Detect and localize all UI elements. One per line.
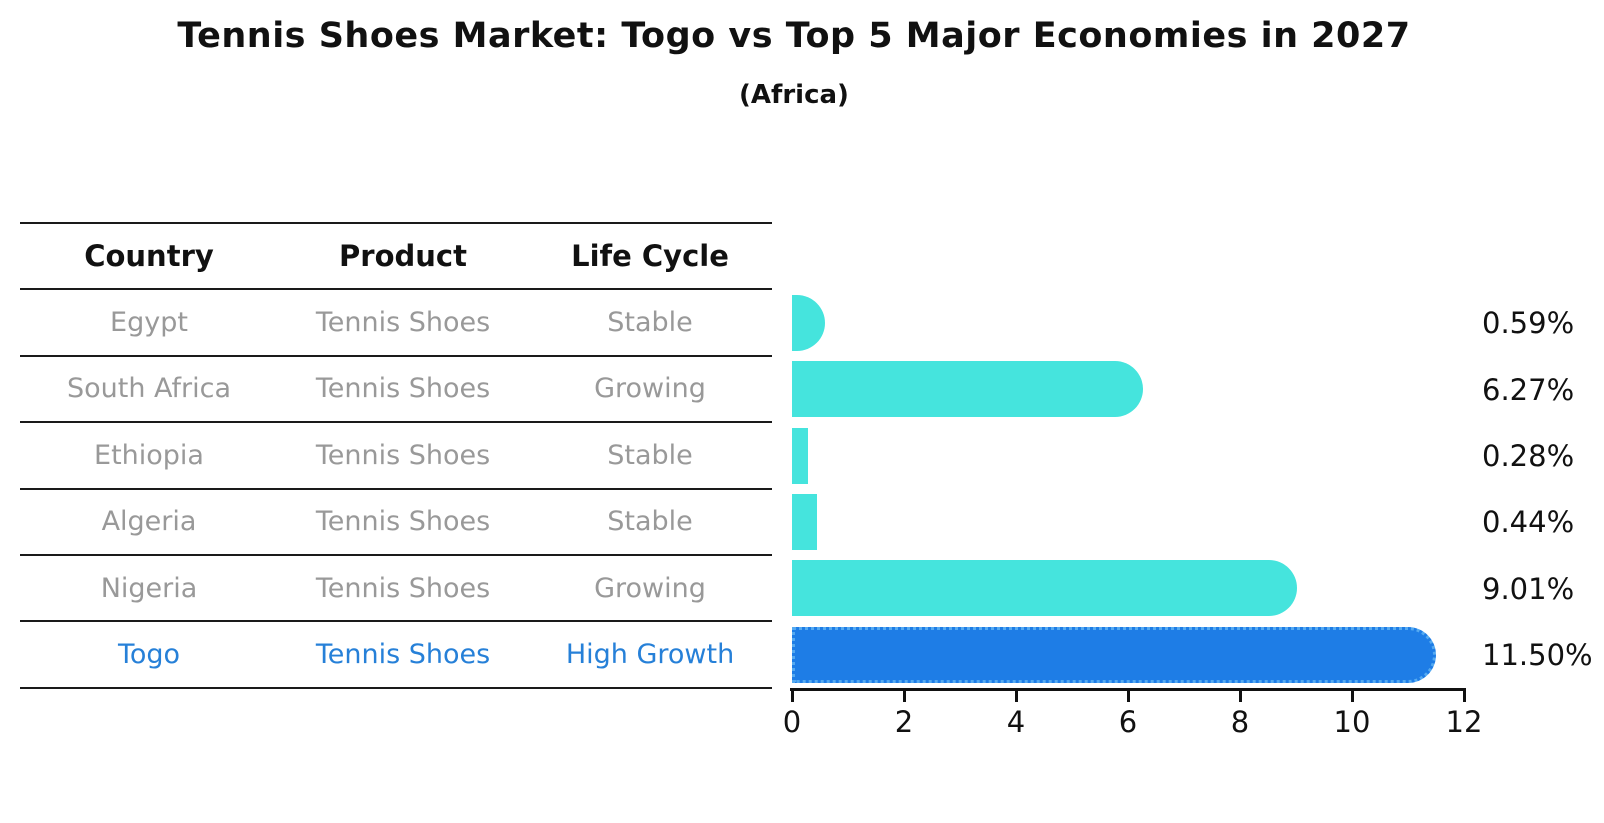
table-row-algeria: Algeria Tennis Shoes Stable	[20, 487, 772, 554]
bar-slot-togo	[792, 622, 1464, 688]
x-tick-4	[1014, 691, 1018, 702]
summary-table: Country Product Life Cycle Egypt Tennis Shoe…	[20, 222, 772, 689]
cell-life-cycle: Growing	[594, 572, 706, 604]
value-label-ethiopia: 0.28%	[1482, 438, 1575, 473]
bar-togo	[792, 626, 1436, 683]
table-row-togo: Togo Tennis Shoes High Growth	[20, 620, 772, 686]
x-tick-label-6: 6	[1118, 705, 1138, 739]
table-header-country: Country	[84, 239, 214, 274]
cell-country: Nigeria	[100, 572, 198, 604]
cell-life-cycle: Stable	[607, 307, 693, 339]
bar-slot-nigeria	[792, 555, 1464, 621]
cell-life-cycle: Stable	[607, 439, 693, 471]
bar-ethiopia	[792, 427, 808, 484]
x-tick-label-4: 4	[1006, 705, 1026, 739]
cell-life-cycle: Growing	[594, 373, 706, 405]
value-label-egypt: 0.59%	[1482, 306, 1575, 341]
value-label-south-africa: 6.27%	[1482, 372, 1575, 407]
x-tick-10	[1350, 691, 1354, 702]
cell-product: Tennis Shoes	[315, 307, 491, 339]
chart-title: Tennis Shoes Market: Togo vs Top 5 Major…	[177, 16, 1411, 56]
x-axis-line	[790, 688, 1466, 691]
value-label-nigeria: 9.01%	[1482, 571, 1575, 606]
chart-subtitle: (Africa)	[739, 80, 849, 110]
x-tick-label-8: 8	[1230, 705, 1250, 739]
cell-country: Ethiopia	[94, 439, 204, 471]
x-tick-label-0: 0	[782, 705, 802, 739]
cell-country: Togo	[117, 639, 181, 671]
table-row-south-africa: South Africa Tennis Shoes Growing	[20, 354, 772, 421]
x-tick-0	[790, 691, 794, 702]
value-label-algeria: 0.44%	[1482, 505, 1575, 540]
table-row-nigeria: Nigeria Tennis Shoes Growing	[20, 553, 772, 620]
table-header-life-cycle: Life Cycle	[571, 239, 729, 274]
x-tick-label-10: 10	[1333, 705, 1371, 739]
bar-nigeria	[792, 560, 1297, 617]
cell-product: Tennis Shoes	[315, 639, 491, 671]
bar-slot-egypt	[792, 290, 1464, 356]
bar-slot-south-africa	[792, 356, 1464, 422]
bar-algeria	[792, 493, 817, 550]
cell-country: Algeria	[101, 506, 197, 538]
cell-product: Tennis Shoes	[315, 373, 491, 405]
cell-life-cycle: Stable	[607, 506, 693, 538]
cell-country: South Africa	[66, 373, 232, 405]
bar-slot-algeria	[792, 489, 1464, 555]
cell-product: Tennis Shoes	[315, 439, 491, 471]
cell-product: Tennis Shoes	[315, 572, 491, 604]
bar-slot-ethiopia	[792, 423, 1464, 489]
table-row-ethiopia: Ethiopia Tennis Shoes Stable	[20, 421, 772, 487]
x-tick-8	[1238, 691, 1242, 702]
x-tick-label-12: 12	[1445, 705, 1483, 739]
bar-south-africa	[792, 361, 1144, 418]
x-tick-6	[1126, 691, 1130, 702]
x-tick-2	[902, 691, 906, 702]
cell-product: Tennis Shoes	[315, 506, 491, 538]
value-label-togo: 11.50%	[1482, 637, 1593, 672]
x-tick-12	[1462, 691, 1466, 702]
cell-life-cycle: High Growth	[565, 639, 735, 671]
table-header-row: Country Product Life Cycle	[20, 222, 772, 288]
table-row-egypt: Egypt Tennis Shoes Stable	[20, 288, 772, 354]
bar-egypt	[792, 295, 825, 351]
bar-chart-plot-area	[792, 290, 1464, 688]
cell-country: Egypt	[110, 307, 188, 339]
x-tick-label-2: 2	[894, 705, 914, 739]
table-header-product: Product	[339, 239, 467, 274]
